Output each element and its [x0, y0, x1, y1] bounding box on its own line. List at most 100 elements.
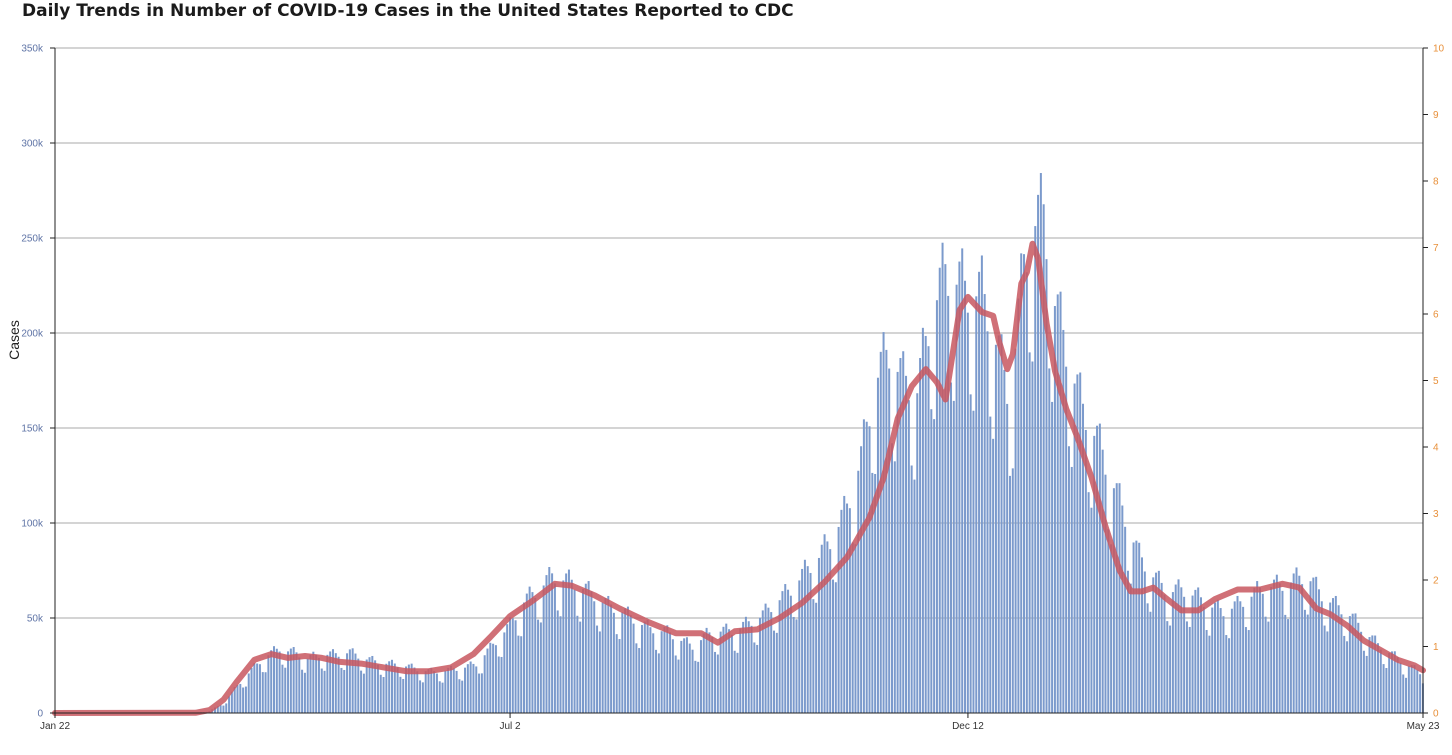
bar — [1258, 587, 1261, 713]
bar — [1014, 348, 1017, 713]
bar — [756, 644, 759, 713]
bar — [303, 672, 306, 713]
bar — [640, 625, 643, 713]
bar — [615, 634, 618, 713]
bar — [264, 672, 267, 713]
bar — [472, 663, 475, 713]
bar — [317, 657, 320, 713]
bar — [1084, 429, 1087, 713]
bar — [562, 580, 565, 713]
bar — [1110, 544, 1113, 713]
bar — [413, 667, 416, 713]
bar — [952, 400, 955, 713]
bar — [1396, 657, 1399, 713]
bar — [435, 673, 438, 713]
bar — [770, 612, 773, 713]
bar — [986, 331, 989, 713]
bar — [1101, 449, 1104, 713]
bar — [492, 643, 495, 713]
bar — [610, 604, 613, 713]
bar — [312, 651, 315, 713]
bar — [1247, 630, 1250, 713]
bar — [315, 654, 318, 713]
bar — [545, 575, 548, 713]
left-tick-label: 0 — [37, 709, 43, 720]
bar — [1062, 329, 1065, 713]
bar — [829, 549, 832, 713]
bar — [216, 706, 219, 713]
bar — [1357, 622, 1360, 713]
bar — [935, 300, 938, 713]
bar — [576, 615, 579, 713]
bar — [624, 608, 627, 713]
bar — [1273, 579, 1276, 713]
bar — [449, 665, 452, 713]
bar — [902, 351, 905, 713]
bar — [1360, 631, 1363, 713]
bar — [820, 544, 823, 713]
bar — [1000, 334, 1003, 713]
bar — [655, 649, 658, 713]
bar — [1416, 669, 1419, 713]
bar — [433, 671, 436, 713]
bar — [500, 656, 503, 713]
bar — [1348, 616, 1351, 713]
bar — [489, 642, 492, 713]
bar — [848, 508, 851, 713]
bar — [924, 335, 927, 713]
x-tick-label: May 23 — [1407, 721, 1440, 732]
bar — [1407, 666, 1410, 713]
x-tick-label: Jan 22 — [40, 721, 70, 732]
bar — [1388, 652, 1391, 713]
bar — [390, 659, 393, 713]
bar — [983, 294, 986, 713]
bar — [598, 631, 601, 713]
bar — [365, 659, 368, 713]
right-tick-label: 9 — [1433, 110, 1439, 121]
bar — [1346, 641, 1349, 713]
bar — [368, 657, 371, 713]
bar — [464, 667, 467, 713]
bar — [781, 591, 784, 713]
bar — [879, 351, 882, 713]
bar — [989, 416, 992, 713]
bar — [405, 666, 408, 713]
bar — [278, 651, 281, 713]
right-tick-label: 0 — [1433, 709, 1439, 720]
bar — [601, 602, 604, 713]
bar — [1264, 616, 1267, 713]
bar — [874, 473, 877, 713]
bar — [517, 635, 520, 713]
bar — [739, 628, 742, 713]
bar — [773, 630, 776, 713]
bar — [1410, 665, 1413, 713]
bar — [1374, 635, 1377, 713]
bar — [638, 648, 641, 713]
bar — [556, 610, 559, 713]
bar — [331, 649, 334, 713]
left-tick-label: 200k — [21, 329, 44, 340]
bar — [1379, 649, 1382, 713]
bar — [1121, 505, 1124, 713]
bar — [1174, 584, 1177, 713]
bar — [1390, 651, 1394, 713]
bar — [1129, 583, 1132, 713]
bar — [890, 443, 893, 713]
bar — [697, 661, 700, 713]
bar — [520, 636, 523, 713]
bar — [1166, 621, 1169, 713]
bar — [1267, 621, 1270, 713]
bar — [815, 602, 818, 713]
bar — [1028, 352, 1031, 713]
bar — [1194, 589, 1197, 713]
bar — [806, 566, 809, 713]
bar — [1214, 602, 1217, 713]
bar — [497, 656, 500, 713]
bar — [1042, 204, 1045, 713]
bar — [1140, 557, 1143, 713]
bar — [1309, 581, 1312, 713]
bar — [1025, 272, 1028, 713]
bar — [994, 344, 997, 713]
bar — [329, 651, 332, 713]
bar — [438, 681, 441, 713]
